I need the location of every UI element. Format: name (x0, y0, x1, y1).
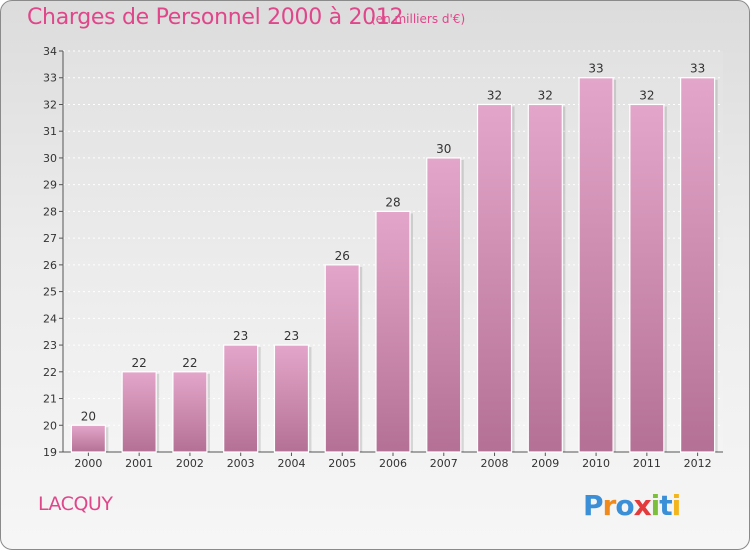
x-tick-label: 2001 (125, 457, 153, 470)
data-label: 22 (182, 356, 197, 370)
bar (681, 78, 715, 452)
bar (71, 425, 105, 452)
y-tick-label: 25 (43, 286, 57, 299)
x-tick-label: 2011 (633, 457, 661, 470)
proxiti-logo: Proxiti (581, 485, 691, 525)
bar (427, 158, 461, 452)
y-tick-label: 32 (43, 98, 57, 111)
bar (528, 104, 562, 452)
bar (224, 345, 258, 452)
x-tick-label: 2005 (328, 457, 356, 470)
data-label: 32 (538, 88, 553, 102)
data-label: 33 (690, 62, 705, 76)
y-tick-label: 24 (43, 312, 57, 325)
bar (579, 78, 613, 452)
data-label: 30 (436, 142, 451, 156)
place-name: LACQUY (38, 493, 112, 515)
y-tick-label: 33 (43, 72, 57, 85)
y-tick-label: 28 (43, 205, 57, 218)
y-tick-label: 26 (43, 259, 57, 272)
data-label: 23 (284, 329, 299, 343)
data-label: 23 (233, 329, 248, 343)
y-tick-label: 31 (43, 125, 57, 138)
x-tick-label: 2002 (176, 457, 204, 470)
y-tick-label: 27 (43, 232, 57, 245)
bar (122, 372, 156, 452)
data-label: 32 (487, 88, 502, 102)
bar (376, 211, 410, 452)
y-tick-label: 19 (43, 446, 57, 459)
x-tick-label: 2008 (481, 457, 509, 470)
y-tick-label: 22 (43, 366, 57, 379)
bar (630, 104, 664, 452)
x-tick-label: 2006 (379, 457, 407, 470)
bar (325, 265, 359, 452)
data-label: 20 (81, 409, 96, 423)
bar (478, 104, 512, 452)
x-tick-label: 2007 (430, 457, 458, 470)
x-tick-label: 2003 (227, 457, 255, 470)
x-tick-label: 2009 (531, 457, 559, 470)
y-tick-label: 34 (43, 45, 57, 58)
data-label: 33 (588, 62, 603, 76)
data-label: 28 (385, 195, 400, 209)
x-tick-label: 2000 (74, 457, 102, 470)
x-tick-label: 2012 (684, 457, 712, 470)
bar (173, 372, 207, 452)
data-label: 32 (639, 88, 654, 102)
y-tick-label: 20 (43, 419, 57, 432)
y-tick-label: 30 (43, 152, 57, 165)
data-label: 22 (132, 356, 147, 370)
y-tick-label: 29 (43, 179, 57, 192)
bar (274, 345, 308, 452)
y-tick-label: 23 (43, 339, 57, 352)
svg-text:Proxiti: Proxiti (583, 489, 680, 522)
y-tick-label: 21 (43, 393, 57, 406)
x-tick-label: 2010 (582, 457, 610, 470)
x-tick-label: 2004 (277, 457, 305, 470)
data-label: 26 (335, 249, 350, 263)
